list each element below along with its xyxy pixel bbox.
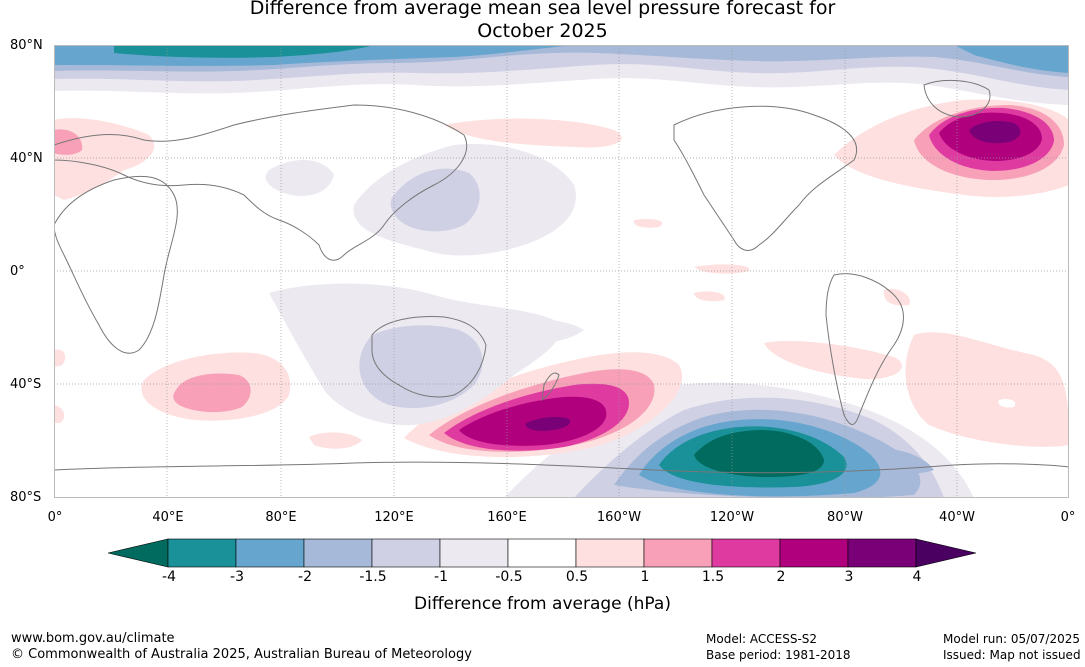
lon-label-0-end: 0° bbox=[1060, 510, 1076, 525]
north-america-coast bbox=[673, 105, 857, 251]
lat-label-40s: 40°S bbox=[10, 377, 42, 392]
lon-label-160e: 160°E bbox=[487, 510, 527, 525]
colorbar-cells bbox=[108, 538, 977, 568]
lon-label-40w: 40°W bbox=[939, 510, 975, 525]
title-line-2: October 2025 bbox=[477, 20, 608, 42]
graticule bbox=[54, 45, 1069, 498]
lat-label-80s: 80°S bbox=[10, 490, 42, 505]
colorbar-label: 0.5 bbox=[565, 569, 589, 585]
colorbar-label: 2 bbox=[776, 569, 786, 585]
colorbar-label: 1 bbox=[640, 569, 650, 585]
colorbar-label: 1.5 bbox=[701, 569, 725, 585]
colorbar-cell bbox=[711, 538, 781, 568]
lon-label-160w: 160°W bbox=[596, 510, 642, 525]
africa-coast bbox=[54, 175, 178, 354]
colorbar-label: -1 bbox=[434, 569, 448, 585]
lon-label-40e: 40°E bbox=[152, 510, 184, 525]
colorbar-label: -0.5 bbox=[495, 569, 523, 585]
colorbar-cell bbox=[507, 538, 577, 568]
antarctica-coast bbox=[54, 461, 1069, 474]
colorbar-extension-low bbox=[108, 538, 169, 568]
title-line-1: Difference from average mean sea level p… bbox=[249, 0, 836, 19]
colorbar-label: -2 bbox=[298, 569, 312, 585]
colorbar-cell bbox=[643, 538, 713, 568]
footer-copyright: © Commonwealth of Australia 2025, Austra… bbox=[11, 647, 472, 662]
lon-label-120w: 120°W bbox=[709, 510, 755, 525]
colorbar-cell bbox=[371, 538, 441, 568]
lon-label-80e: 80°E bbox=[265, 510, 297, 525]
eurasia-coast bbox=[54, 104, 468, 261]
colorbar-title: Difference from average (hPa) bbox=[414, 594, 671, 614]
colorbar-cell bbox=[303, 538, 373, 568]
south-pacific-positive-anomaly bbox=[404, 352, 683, 458]
colorbar-label: 3 bbox=[844, 569, 854, 585]
colorbar-cell bbox=[439, 538, 509, 568]
colorbar-label: 4 bbox=[912, 569, 922, 585]
colorbar-cell bbox=[167, 538, 237, 568]
pressure-anomaly-map bbox=[54, 45, 1069, 498]
north-atlantic-positive-anomaly bbox=[834, 99, 1069, 197]
colorbar bbox=[108, 538, 977, 568]
new-zealand-coast bbox=[541, 372, 560, 402]
footer-issued: Issued: Map not issued bbox=[943, 648, 1081, 662]
lat-label-40n: 40°N bbox=[10, 151, 43, 166]
lat-label-0: 0° bbox=[10, 264, 25, 279]
colorbar-label: -4 bbox=[162, 569, 176, 585]
colorbar-cell bbox=[779, 538, 849, 568]
map-frame bbox=[54, 45, 1069, 498]
australia-negative-anomaly bbox=[269, 283, 584, 426]
lon-label-0: 0° bbox=[47, 510, 63, 525]
south-indian-positive-anomaly bbox=[141, 352, 362, 449]
colorbar-label: -1.5 bbox=[359, 569, 387, 585]
map-title: Difference from average mean sea level p… bbox=[0, 0, 1085, 43]
weak-positive-patches bbox=[54, 118, 1069, 447]
colorbar-cell bbox=[847, 538, 917, 568]
footer-model-run: Model run: 05/07/2025 bbox=[943, 632, 1081, 646]
west-pacific-negative-anomaly bbox=[265, 144, 576, 256]
footer-website: www.bom.gov.au/climate bbox=[11, 631, 175, 646]
colorbar-extension-high bbox=[915, 538, 977, 568]
lon-label-80w: 80°W bbox=[827, 510, 863, 525]
lat-label-80n: 80°N bbox=[10, 38, 43, 53]
arctic-negative-anomaly bbox=[54, 45, 1069, 105]
lon-label-120e: 120°E bbox=[374, 510, 414, 525]
footer-base-period: Base period: 1981-2018 bbox=[706, 648, 851, 662]
australia-coast bbox=[371, 316, 487, 398]
colorbar-cell bbox=[575, 538, 645, 568]
footer-model: Model: ACCESS-S2 bbox=[706, 632, 818, 646]
colorbar-cell bbox=[235, 538, 305, 568]
colorbar-label: -3 bbox=[230, 569, 244, 585]
coastlines bbox=[54, 80, 1069, 474]
south-america-coast bbox=[825, 273, 904, 425]
greenland-coast bbox=[923, 80, 991, 118]
